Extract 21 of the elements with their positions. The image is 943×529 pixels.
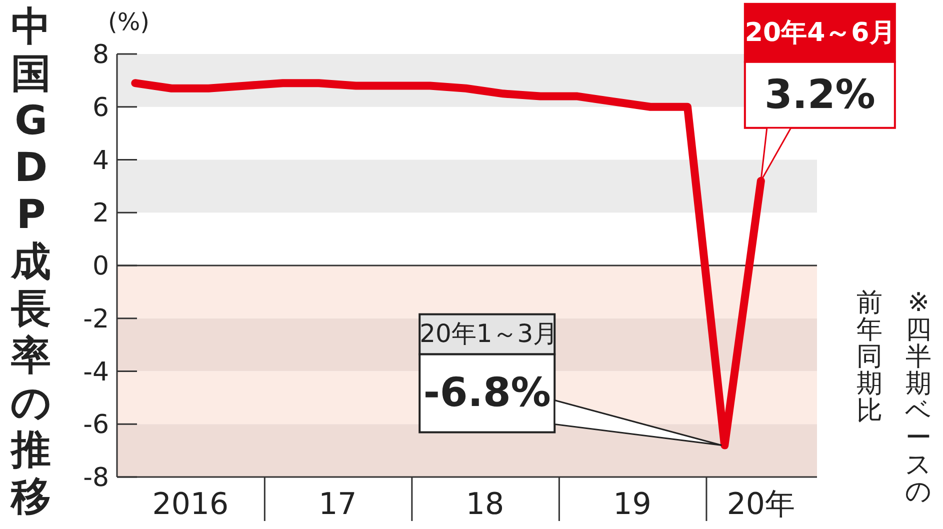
y-tick-label: -6 xyxy=(83,410,109,440)
x-tick-label: 19 xyxy=(613,487,652,522)
text: 20年4～6月 xyxy=(744,4,896,62)
x-tick-label: 20年 xyxy=(726,487,796,522)
annotation: 20年1～3月 xyxy=(420,314,558,354)
y-tick-label: 0 xyxy=(92,252,109,282)
y-tick-label: 4 xyxy=(92,146,109,176)
y-tick-label: -8 xyxy=(83,463,109,493)
y-tick-label: 6 xyxy=(92,92,109,123)
y-tick-label: -4 xyxy=(83,357,109,388)
y-tick-label: 8 xyxy=(92,40,109,70)
x-tick-label: 18 xyxy=(466,487,504,522)
y-tick-label: -2 xyxy=(83,304,109,334)
text: ※四半期ベースの前年同期比 xyxy=(856,288,932,507)
chart-title: 中国GDP成長率の推移 xyxy=(10,4,52,520)
data-label: -6.8% xyxy=(420,354,555,432)
x-tick-label: 2016 xyxy=(152,487,229,522)
y-axis-title: (%) xyxy=(108,8,150,36)
y-tick-label: 2 xyxy=(92,198,109,229)
data-label: 3.2% xyxy=(744,62,895,128)
x-tick-label: 17 xyxy=(318,487,357,522)
